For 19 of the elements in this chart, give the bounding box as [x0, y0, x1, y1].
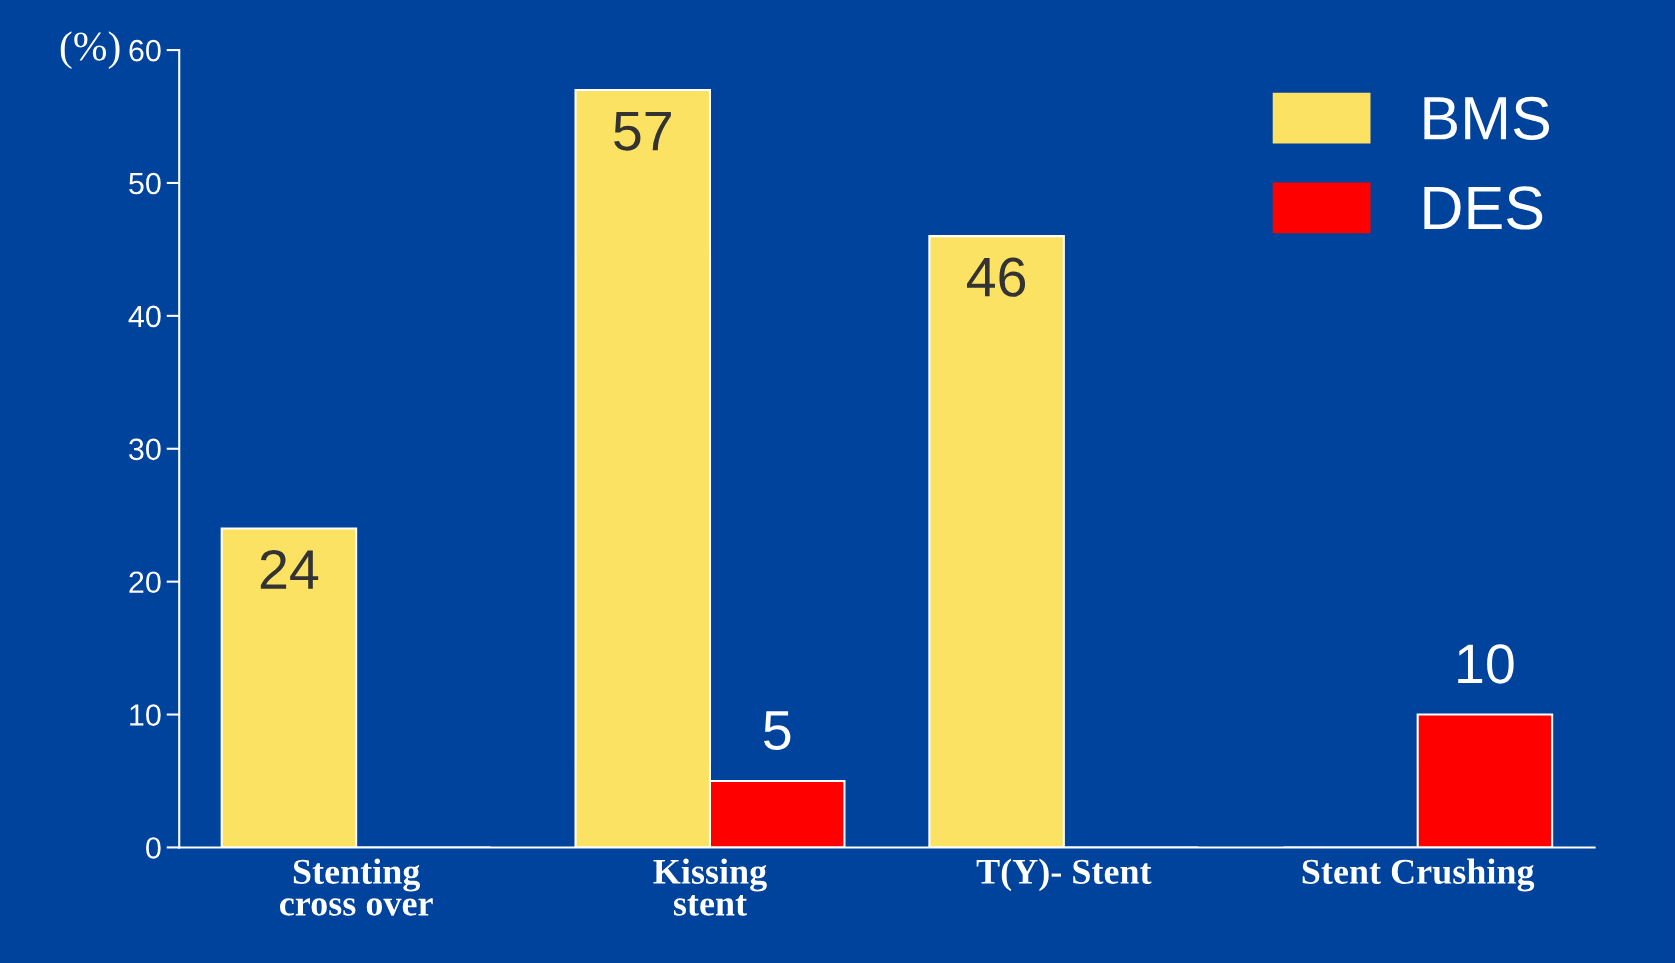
- y-tick-label: 50: [129, 172, 161, 195]
- legend-label: DES: [1424, 186, 1543, 230]
- y-tick-label: 10: [130, 704, 161, 726]
- y-tick-label: 40: [128, 305, 161, 328]
- data-label: 46: [966, 257, 1026, 297]
- data-label: 10: [1458, 644, 1514, 684]
- y-tick-label: 30: [129, 438, 161, 461]
- data-label: 57: [614, 111, 671, 151]
- x-tick-label: T(Y)- Stent: [976, 858, 1152, 892]
- y-axis-title: (%): [60, 31, 120, 69]
- x-tick-label: Kissing stent: [653, 858, 767, 916]
- y-tick-label: 20: [129, 571, 161, 594]
- x-tick-label: Stent Crushing: [1302, 858, 1535, 892]
- data-label: 24: [260, 549, 319, 589]
- y-tick-label: 60: [129, 39, 161, 62]
- x-tick-label: Stenting cross over: [279, 858, 433, 916]
- data-label: 5: [764, 711, 791, 751]
- y-tick-label: 0: [146, 837, 161, 859]
- legend-label: BMS: [1424, 96, 1550, 140]
